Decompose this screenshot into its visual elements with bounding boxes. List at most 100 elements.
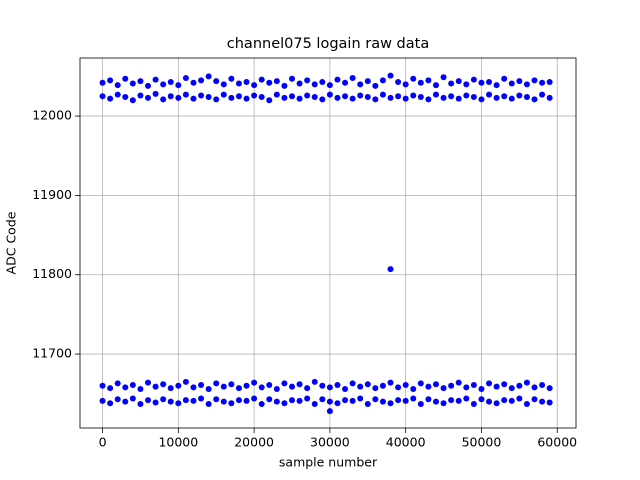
x-tick-label: 20000 [234,435,274,450]
data-point [258,76,265,83]
data-point [251,92,258,99]
data-point [266,97,273,104]
data-point [402,382,409,389]
data-point [334,400,341,407]
data-point [289,93,296,100]
data-point [539,79,546,86]
data-point [417,380,424,387]
data-point [114,82,121,89]
data-point [478,96,485,103]
y-tick-label: 11800 [32,266,72,281]
data-point [319,396,326,403]
y-tick-label: 11700 [32,346,72,361]
data-point [304,395,311,402]
data-point [304,92,311,99]
data-point [546,385,553,392]
data-point [273,78,280,85]
data-point [470,401,477,408]
plot-frame [79,57,577,429]
x-tick-label: 50000 [462,435,502,450]
data-point [379,398,386,405]
data-point [455,95,462,102]
data-point [357,383,364,390]
data-point [349,380,356,387]
data-point [182,397,189,404]
data-point [357,81,364,88]
data-point [342,93,349,100]
data-point [281,380,288,387]
data-point [235,80,242,87]
data-point [281,94,288,101]
data-point [364,94,371,101]
data-point [311,81,318,88]
data-point [122,384,129,391]
data-point [235,93,242,100]
data-point [372,385,379,392]
data-point [107,77,114,84]
data-point [175,400,182,407]
data-point [448,397,455,404]
data-point [175,94,182,101]
data-point [281,82,288,89]
data-point [137,92,144,99]
data-point [129,382,136,389]
data-point [508,95,515,102]
x-tick-label: 10000 [158,435,198,450]
data-point [182,91,189,98]
x-tick-label: 30000 [310,435,350,450]
data-point [251,379,258,386]
data-point [448,93,455,100]
data-point [258,384,265,391]
data-point [205,401,212,408]
data-point [402,81,409,88]
data-point [205,73,212,80]
data-point [501,381,508,388]
data-point [463,395,470,402]
data-point [357,92,364,99]
data-point [546,399,553,406]
data-point [296,397,303,404]
data-point [342,397,349,404]
data-point [417,79,424,86]
data-point [486,398,493,405]
data-point [334,94,341,101]
data-point [152,383,159,390]
data-point [107,385,114,392]
data-point [425,396,432,403]
data-point [167,93,174,100]
data-point [107,95,114,102]
data-point [122,398,129,405]
data-point [402,95,409,102]
data-point [364,78,371,85]
data-point [311,94,318,101]
data-point [205,94,212,101]
data-point [167,398,174,405]
data-point [539,382,546,389]
data-point [289,397,296,404]
data-point [99,79,106,86]
data-point [167,385,174,392]
data-point [198,77,205,84]
data-point [493,383,500,390]
data-point [114,91,121,98]
data-point [220,91,227,98]
data-point [395,78,402,85]
data-point [531,96,538,103]
data-point [508,80,515,87]
data-point [539,91,546,98]
data-point [152,399,159,406]
data-point [486,91,493,98]
data-point [198,395,205,402]
data-point [493,82,500,89]
data-point [122,75,129,82]
data-point [379,382,386,389]
data-point [281,400,288,407]
data-point [243,95,250,102]
data-point [289,75,296,82]
data-point [190,79,197,86]
data-point [99,382,106,389]
data-point [107,400,114,407]
data-point [220,81,227,88]
data-point [478,385,485,392]
